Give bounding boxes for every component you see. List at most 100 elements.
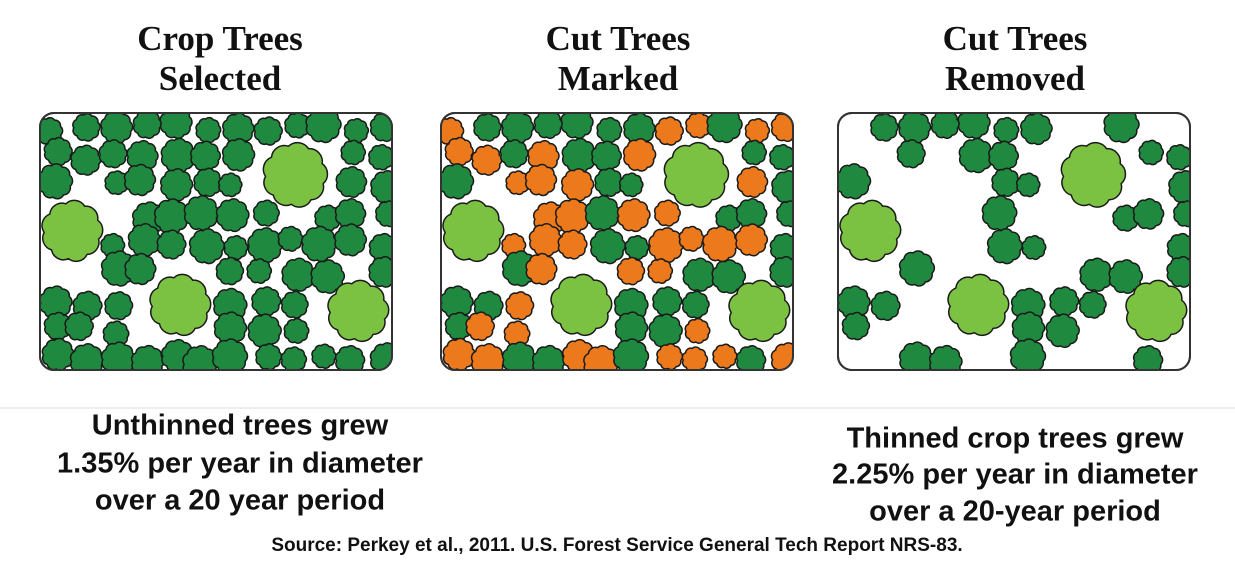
tree	[1050, 287, 1079, 316]
tree	[247, 259, 271, 283]
tree	[213, 339, 248, 374]
panel-title: Selected	[159, 59, 282, 98]
tree	[1080, 258, 1113, 291]
tree	[614, 339, 649, 374]
tree	[65, 312, 93, 340]
tree	[994, 118, 1019, 143]
tree	[71, 145, 101, 175]
tree	[988, 229, 1023, 264]
tree	[190, 229, 225, 264]
tree	[871, 291, 900, 320]
tree	[657, 344, 683, 370]
tree	[128, 224, 160, 256]
tree	[71, 344, 104, 377]
tree	[958, 107, 990, 139]
tree	[254, 117, 282, 145]
tree	[685, 319, 710, 344]
tree	[443, 338, 475, 370]
tree	[989, 141, 1018, 171]
tree	[73, 114, 100, 141]
tree	[217, 199, 249, 232]
tree	[592, 141, 621, 171]
tree	[562, 138, 596, 172]
tree	[506, 292, 534, 320]
tree	[101, 111, 133, 143]
panel-title: Cut Trees	[943, 19, 1088, 58]
tree	[369, 145, 394, 170]
tree	[472, 344, 505, 377]
tree	[1133, 199, 1163, 229]
tree	[742, 140, 766, 164]
panel-title: Marked	[558, 59, 679, 98]
tree	[618, 199, 650, 232]
tree	[529, 224, 561, 256]
tree	[703, 226, 738, 261]
caption: over a 20 year period	[95, 485, 385, 517]
tree	[216, 257, 243, 284]
tree	[278, 226, 302, 251]
tree	[44, 138, 72, 166]
tree	[161, 138, 195, 172]
tree	[745, 119, 769, 143]
tree	[655, 117, 683, 145]
tree	[683, 258, 716, 291]
tree	[282, 291, 309, 318]
tree	[772, 171, 804, 203]
tree	[224, 236, 248, 260]
tree	[624, 139, 656, 171]
tree	[533, 346, 565, 378]
tree	[42, 338, 74, 370]
panel-title: Crop Trees	[137, 19, 303, 58]
tree	[344, 119, 368, 143]
tree	[655, 200, 681, 226]
tree	[653, 287, 682, 316]
page: { "panels": [ {"title": ["Crop Trees", "…	[0, 0, 1235, 562]
tree	[254, 200, 280, 226]
tree	[525, 164, 556, 195]
tree	[597, 118, 622, 143]
tree	[472, 145, 502, 175]
tree	[248, 314, 281, 347]
tree	[282, 258, 315, 291]
tree	[992, 168, 1020, 196]
tree	[194, 168, 222, 196]
tree	[502, 111, 534, 143]
tree	[649, 228, 683, 263]
tree	[1046, 314, 1079, 347]
tree	[595, 168, 623, 196]
tree	[526, 254, 557, 285]
tree	[899, 111, 931, 143]
tree	[196, 118, 221, 143]
tree	[836, 164, 871, 199]
tree	[585, 196, 619, 230]
caption: Unthinned trees grew	[92, 410, 389, 442]
tree	[284, 319, 309, 344]
tree	[556, 199, 590, 233]
tree	[900, 251, 935, 286]
tree	[371, 113, 400, 142]
tree	[982, 196, 1016, 230]
tree	[777, 201, 803, 227]
tree	[302, 226, 337, 261]
tree	[620, 173, 643, 196]
tree	[445, 138, 473, 166]
tree	[648, 259, 672, 283]
tree	[256, 344, 282, 370]
tree	[281, 347, 306, 372]
tree	[558, 230, 587, 259]
caption: Thinned crop trees grew	[847, 423, 1184, 455]
tree	[369, 257, 399, 287]
tree	[562, 169, 594, 201]
tree	[871, 114, 898, 141]
tree	[683, 291, 710, 318]
tree	[466, 312, 494, 340]
tree	[439, 164, 474, 199]
tree	[625, 236, 649, 260]
tree	[770, 257, 800, 287]
tree	[191, 141, 220, 171]
tree	[99, 140, 127, 168]
tree	[897, 140, 925, 168]
tree	[38, 164, 73, 199]
tree	[591, 229, 626, 264]
tree	[534, 110, 562, 138]
